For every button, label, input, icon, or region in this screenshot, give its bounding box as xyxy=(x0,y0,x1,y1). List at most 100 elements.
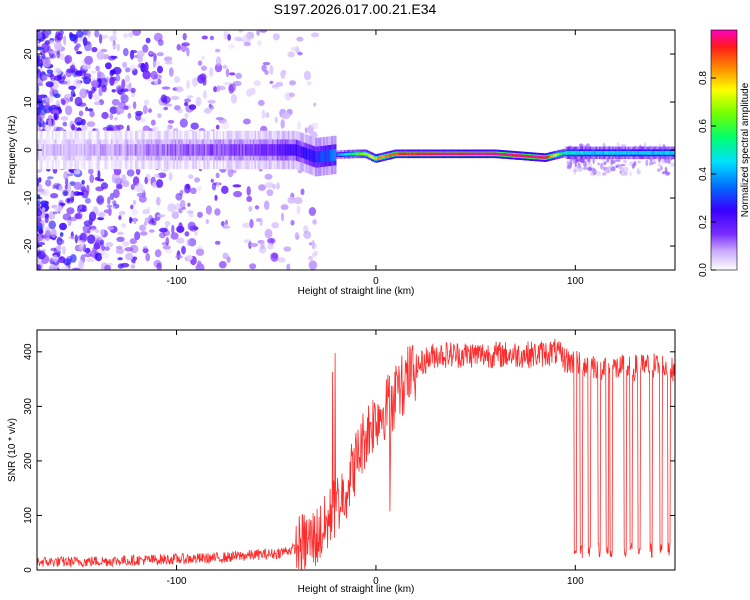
spectrogram-band-cell xyxy=(166,144,169,156)
spectrogram-noise-blob xyxy=(226,256,231,264)
spectrogram-band-cell xyxy=(383,155,386,158)
spectrogram-band-cell xyxy=(541,156,544,159)
spectrogram-noise-blob xyxy=(63,35,67,46)
spectrogram-band-cell xyxy=(141,144,144,156)
spectrogram-noise-blob xyxy=(156,52,164,57)
snr-ytick-label: 400 xyxy=(23,343,34,360)
spectrogram-noise-blob xyxy=(94,30,100,38)
spectrogram-band-cell xyxy=(428,152,431,156)
spectrogram-noise-blob xyxy=(130,264,136,269)
spectrogram-band-cell xyxy=(272,144,275,156)
spectrogram-noise-blob xyxy=(296,205,301,215)
spectrogram-noise-blob xyxy=(82,224,92,234)
spectrogram-noise-blob xyxy=(199,73,207,81)
spectrogram-band-cell xyxy=(307,148,310,161)
spectrogram-band-cell xyxy=(146,144,149,156)
spectrogram-band-cell xyxy=(112,144,115,156)
spectrogram-noise-blob xyxy=(139,223,147,233)
spectrogram-band-cell xyxy=(249,144,252,156)
spectrogram-band-cell xyxy=(445,152,449,156)
spectrogram-band-cell xyxy=(219,144,222,156)
spectrogram-band-cell xyxy=(378,156,382,159)
spectrogram-band-cell xyxy=(87,144,90,156)
spectrogram-band-cell xyxy=(560,152,563,155)
spectrogram-noise-blob xyxy=(142,44,149,53)
spectrogram-noise-blob xyxy=(54,67,62,76)
spectrogram-band-cell xyxy=(75,144,79,156)
spectrogram-band-cell xyxy=(527,155,530,158)
spectrogram-noise-blob xyxy=(86,258,95,263)
spectrogram-noise-blob xyxy=(175,192,183,201)
spectrogram-noise-blob xyxy=(162,245,171,250)
spectrogram-band-cell xyxy=(80,144,83,156)
spectrogram-band-cell xyxy=(93,144,96,156)
spectrogram-noise-blob xyxy=(238,30,243,33)
spectrogram-noise-blob xyxy=(180,44,187,53)
spectrogram-noise-blob xyxy=(629,161,634,166)
spectrogram-noise-blob xyxy=(37,194,41,199)
spectrogram-noise-blob xyxy=(69,34,77,42)
spectrogram-noise-blob xyxy=(43,96,50,105)
spectrogram-noise-blob xyxy=(197,60,203,66)
spectrogram-noise-blob xyxy=(622,166,629,173)
spectrogram-noise-blob xyxy=(265,112,270,118)
spectrogram-noise-blob xyxy=(201,35,208,40)
spectrogram-noise-blob xyxy=(260,240,265,250)
spectrogram-band-cell xyxy=(460,152,463,156)
spectrogram-noise-blob xyxy=(48,106,54,111)
spectrogram-band-cell xyxy=(90,144,93,156)
spectrogram-band-cell xyxy=(495,152,498,156)
spectrogram-band-cell xyxy=(600,151,603,155)
spectrogram-band-cell xyxy=(171,144,174,156)
spectrogram-noise-blob xyxy=(121,223,126,228)
spectrogram-band-cell xyxy=(162,144,165,156)
spectrogram-band-cell xyxy=(42,144,45,156)
spectrogram-band-cell xyxy=(437,152,441,156)
spectrogram-band-cell xyxy=(324,150,327,162)
spectrogram-noise-blob xyxy=(215,124,220,130)
spectrogram-noise-blob xyxy=(97,70,102,79)
spectrogram-noise-blob xyxy=(223,30,228,40)
spectrogram-band-cell xyxy=(442,152,445,156)
spectrogram-noise-blob xyxy=(102,126,109,131)
spectrogram-band-cell xyxy=(284,144,287,156)
spectrogram-noise-blob xyxy=(122,61,128,68)
spectrogram-band-cell xyxy=(554,154,557,157)
spectrogram-band-cell xyxy=(278,144,281,156)
spectrogram-band-cell xyxy=(637,151,640,155)
spectrogram-band-cell xyxy=(142,144,146,156)
spectrogram-noise-blob xyxy=(276,257,286,263)
spectrogram-band-cell xyxy=(415,152,418,156)
spectrogram-noise-blob xyxy=(49,258,55,265)
spectrogram-noise-blob xyxy=(190,213,194,218)
spectrogram-noise-blob xyxy=(249,87,256,95)
spectrogram-noise-blob xyxy=(168,172,173,181)
spectrogram-band-cell xyxy=(178,144,181,156)
spectrogram-noise-blob xyxy=(629,171,632,177)
spectrogram-noise-blob xyxy=(253,80,261,87)
spectrogram-band-cell xyxy=(645,151,648,155)
spectrogram-noise-blob xyxy=(97,217,104,221)
spectrogram-band-cell xyxy=(621,151,624,155)
spectrogram-noise-blob xyxy=(88,211,97,222)
spectrogram-band-cell xyxy=(149,144,152,156)
spectrogram-noise-blob xyxy=(200,65,207,71)
spectrogram-band-cell xyxy=(511,153,514,157)
spectrogram-band-cell xyxy=(268,144,272,156)
spectrogram-band-cell xyxy=(323,150,326,162)
spectrogram-band-cell xyxy=(230,144,233,156)
spectrogram-noise-blob xyxy=(272,33,280,41)
spectrogram-noise-blob xyxy=(303,230,312,239)
spectrogram-band-cell xyxy=(168,144,171,156)
spectrogram-noise-blob xyxy=(178,208,183,214)
snr-axes: -100 0 100 0 100 200 300 400 xyxy=(23,330,675,587)
spectrogram-noise-blob xyxy=(57,240,62,246)
spectrogram-band-cell xyxy=(434,152,437,156)
spectrogram-band-cell xyxy=(203,144,206,156)
spectrogram-band-cell xyxy=(117,144,120,156)
spectrogram-noise-blob xyxy=(112,203,120,209)
spectrogram-noise-blob xyxy=(174,105,181,111)
spectrogram-band-cell xyxy=(575,151,578,155)
spectrogram-noise-blob xyxy=(271,222,280,229)
spectrogram-noise-blob xyxy=(118,215,122,221)
